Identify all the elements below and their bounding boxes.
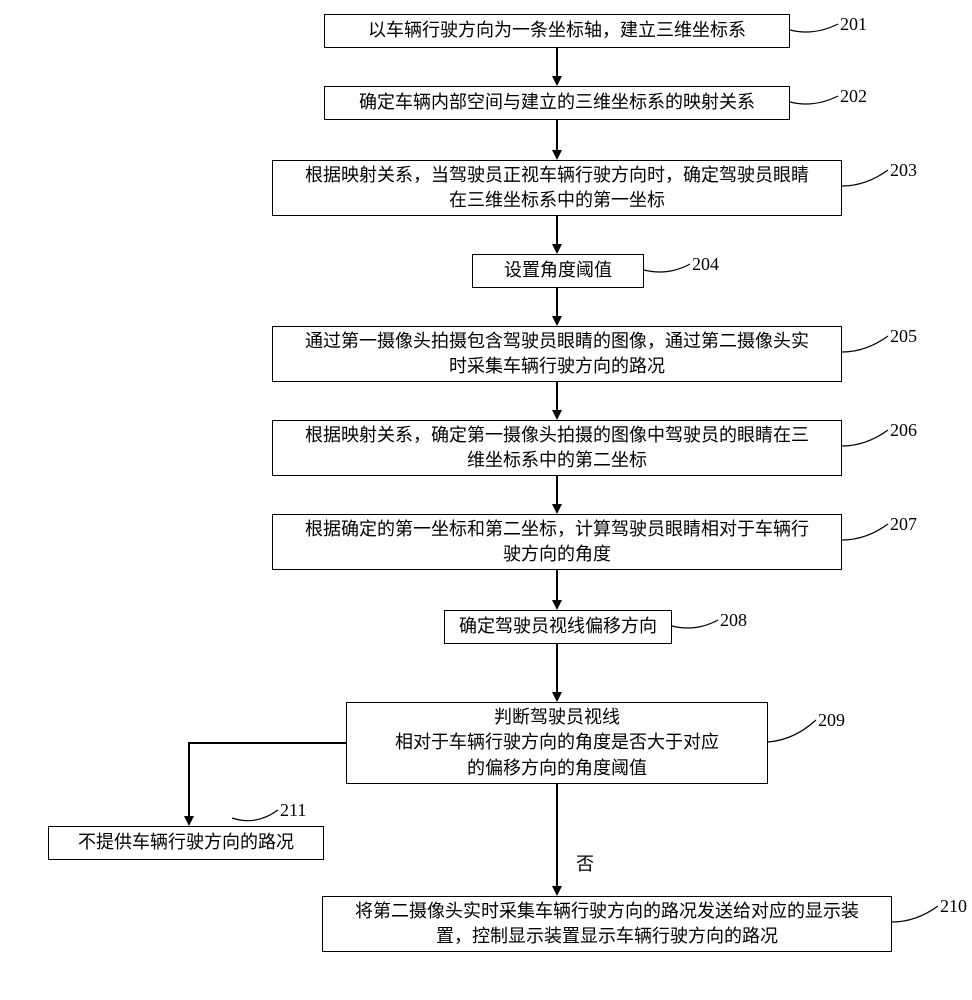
- label-210: 210: [940, 896, 967, 917]
- node-208: 确定驾驶员视线偏移方向: [444, 610, 672, 644]
- label-205: 205: [890, 326, 917, 347]
- node-205: 通过第一摄像头拍摄包含驾驶员眼睛的图像，通过第二摄像头实 时采集车辆行驶方向的路…: [272, 326, 842, 382]
- arrow-208-209: [556, 644, 558, 694]
- arrow-209-211-h: [188, 742, 346, 744]
- arrowhead-202-203: [552, 150, 562, 160]
- label-207: 207: [890, 514, 917, 535]
- node-205-text: 通过第一摄像头拍摄包含驾驶员眼睛的图像，通过第二摄像头实 时采集车辆行驶方向的路…: [305, 329, 809, 379]
- label-208: 208: [720, 610, 747, 631]
- arrowhead-208-209: [552, 692, 562, 702]
- label-209: 209: [818, 710, 845, 731]
- arrowhead-206-207: [552, 504, 562, 514]
- arrow-209-211-v: [188, 742, 190, 818]
- label-201: 201: [840, 14, 867, 35]
- node-201-text: 以车辆行驶方向为一条坐标轴，建立三维坐标系: [368, 18, 746, 43]
- arrow-205-206: [556, 382, 558, 412]
- node-210-text: 将第二摄像头实时采集车辆行驶方向的路况发送给对应的显示装 置，控制显示装置显示车…: [355, 899, 859, 949]
- node-202-text: 确定车辆内部空间与建立的三维坐标系的映射关系: [359, 90, 755, 115]
- arrowhead-203-204: [552, 244, 562, 254]
- node-202: 确定车辆内部空间与建立的三维坐标系的映射关系: [324, 86, 790, 120]
- node-207: 根据确定的第一坐标和第二坐标，计算驾驶员眼睛相对于车辆行 驶方向的角度: [272, 514, 842, 570]
- arrow-207-208: [556, 570, 558, 602]
- node-204: 设置角度阈值: [472, 254, 644, 288]
- curve-210: [0, 0, 300, 150]
- node-208-text: 确定驾驶员视线偏移方向: [459, 614, 657, 639]
- label-206: 206: [890, 420, 917, 441]
- node-210: 将第二摄像头实时采集车辆行驶方向的路况发送给对应的显示装 置，控制显示装置显示车…: [322, 896, 892, 952]
- node-201: 以车辆行驶方向为一条坐标轴，建立三维坐标系: [324, 14, 790, 48]
- node-203: 根据映射关系，当驾驶员正视车辆行驶方向时，确定驾驶员眼睛 在三维坐标系中的第一坐…: [272, 160, 842, 216]
- label-203: 203: [890, 160, 917, 181]
- label-211: 211: [280, 800, 306, 821]
- arrowhead-209-211: [184, 816, 194, 826]
- arrowhead-204-205: [552, 316, 562, 326]
- arrow-202-203: [556, 120, 558, 152]
- arrowhead-205-206: [552, 410, 562, 420]
- node-204-text: 设置角度阈值: [504, 258, 612, 283]
- node-211-text: 不提供车辆行驶方向的路况: [78, 830, 294, 855]
- arrow-206-207: [556, 476, 558, 506]
- arrow-209-210: [556, 784, 558, 888]
- node-203-text: 根据映射关系，当驾驶员正视车辆行驶方向时，确定驾驶员眼睛 在三维坐标系中的第一坐…: [305, 163, 809, 213]
- arrow-201-202: [556, 48, 558, 78]
- arrow-204-205: [556, 288, 558, 318]
- arrow-203-204: [556, 216, 558, 246]
- branch-yes: 否: [576, 850, 594, 876]
- node-206-text: 根据映射关系，确定第一摄像头拍摄的图像中驾驶员的眼睛在三 维坐标系中的第二坐标: [305, 423, 809, 473]
- node-206: 根据映射关系，确定第一摄像头拍摄的图像中驾驶员的眼睛在三 维坐标系中的第二坐标: [272, 420, 842, 476]
- node-211: 不提供车辆行驶方向的路况: [48, 826, 324, 860]
- node-209-text: 判断驾驶员视线 相对于车辆行驶方向的角度是否大于对应 的偏移方向的角度阈值: [395, 705, 719, 781]
- arrowhead-209-210: [552, 886, 562, 896]
- flowchart-container: 以车辆行驶方向为一条坐标轴，建立三维坐标系 201 确定车辆内部空间与建立的三维…: [0, 0, 972, 1000]
- arrowhead-201-202: [552, 76, 562, 86]
- label-202: 202: [840, 86, 867, 107]
- arrowhead-207-208: [552, 600, 562, 610]
- node-209-decision: 判断驾驶员视线 相对于车辆行驶方向的角度是否大于对应 的偏移方向的角度阈值: [346, 702, 768, 784]
- node-207-text: 根据确定的第一坐标和第二坐标，计算驾驶员眼睛相对于车辆行 驶方向的角度: [305, 517, 809, 567]
- label-204: 204: [692, 254, 719, 275]
